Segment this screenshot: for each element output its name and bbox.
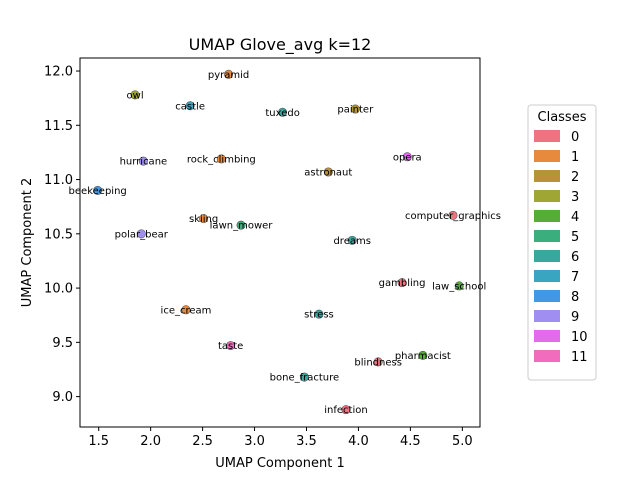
- point-label-painter: painter: [337, 105, 374, 116]
- scatter-point-dreams: [347, 235, 357, 245]
- point-label-infection: infection: [324, 405, 367, 416]
- legend-label-3: 3: [571, 190, 579, 205]
- point-label-ice_cream: ice_cream: [161, 305, 212, 316]
- y-axis-ticks: 9.0 9.5 10.0 10.5 11.0 11.5 12.0: [44, 65, 80, 405]
- scatter-point-astronaut: [323, 167, 333, 177]
- point-label-astronaut: astronaut: [304, 167, 352, 178]
- legend-label-7: 7: [571, 270, 579, 285]
- x-tick-label: 3.0: [244, 434, 265, 449]
- legend: Classes 0 1 2 3 4 5 6 7 8 9 10 11: [527, 104, 597, 381]
- chart-title: UMAP Glove_avg k=12: [189, 35, 372, 55]
- legend-swatch-9: [534, 310, 560, 322]
- point-label-pharmacist: pharmacist: [395, 351, 451, 362]
- point-label-opera: opera: [393, 152, 422, 163]
- y-tick-label: 10.5: [44, 227, 73, 242]
- scatter-point-taste: [226, 341, 236, 351]
- point-label-stress: stress: [304, 310, 334, 321]
- point-label-tuxedo: tuxedo: [265, 108, 300, 119]
- point-label-bone_fracture: bone_fracture: [270, 373, 340, 384]
- point-label-beekeeping: beekeeping: [69, 186, 127, 197]
- x-tick-label: 4.5: [400, 434, 421, 449]
- plot-frame: [79, 57, 481, 428]
- scatter-point-painter: [350, 104, 360, 114]
- legend-swatch-10: [534, 330, 560, 342]
- y-axis-title: UMAP Component 2: [20, 178, 35, 307]
- point-label-taste: taste: [218, 341, 243, 352]
- x-tick-label: 5.0: [452, 434, 473, 449]
- scatter-point-bone_fracture: [299, 372, 309, 382]
- legend-label-9: 9: [571, 310, 579, 325]
- y-tick-label: 10.0: [44, 282, 73, 297]
- legend-swatch-3: [534, 190, 560, 202]
- point-label-gambling: gambling: [379, 278, 426, 289]
- scatter-point-law_school: [454, 281, 464, 291]
- legend-label-11: 11: [571, 350, 588, 365]
- scatter-point-polar_bear: [136, 229, 146, 239]
- legend-swatch-7: [534, 270, 560, 282]
- point-label-law_school: law_school: [432, 281, 486, 292]
- point-label-hurricane: hurricane: [120, 157, 168, 168]
- y-tick-label: 9.0: [52, 390, 73, 405]
- x-tick-label: 4.0: [348, 434, 369, 449]
- legend-title: Classes: [538, 110, 587, 125]
- legend-label-1: 1: [571, 150, 579, 165]
- point-label-polar_bear: polar_bear: [115, 229, 169, 240]
- scatter-point-skiing: [199, 214, 209, 224]
- legend-label-6: 6: [571, 250, 579, 265]
- legend-label-8: 8: [571, 290, 579, 305]
- scatter-point-gambling: [397, 278, 407, 288]
- legend-label-10: 10: [571, 330, 588, 345]
- scatter-points: pyramid owl castle tuxedo painter hurricane ro…: [69, 70, 501, 416]
- scatter-point-hurricane: [138, 156, 148, 166]
- scatter-point-beekeeping: [93, 185, 103, 195]
- point-label-dreams: dreams: [333, 236, 370, 247]
- point-label-castle: castle: [175, 101, 205, 112]
- point-label-blindness: blindness: [354, 357, 402, 368]
- x-tick-label: 3.5: [296, 434, 317, 449]
- scatter-point-blindness: [373, 357, 383, 367]
- legend-items: 0 1 2 3 4 5 6 7 8 9 10 11: [534, 130, 588, 365]
- scatter-point-pharmacist: [418, 350, 428, 360]
- x-axis-title: UMAP Component 1: [215, 456, 344, 471]
- scatter-point-computer_graphics: [448, 210, 458, 220]
- scatter-point-infection: [341, 405, 351, 415]
- legend-swatch-4: [534, 210, 560, 222]
- x-tick-label: 2.5: [192, 434, 213, 449]
- point-label-skiing: skiing: [189, 214, 218, 225]
- x-tick-label: 1.5: [88, 434, 109, 449]
- legend-swatch-2: [534, 170, 560, 182]
- legend-label-0: 0: [571, 130, 579, 145]
- plot-area: 1.5 2.0 2.5 3.0 3.5 4.0 4.5 5.0 9.0 9.5 10.0 10.5 1…: [44, 57, 501, 449]
- x-tick-label: 2.0: [140, 434, 161, 449]
- x-axis-ticks: 1.5 2.0 2.5 3.0 3.5 4.0 4.5 5.0: [88, 427, 473, 449]
- scatter-point-ice_cream: [181, 305, 191, 315]
- scatter-point-opera: [402, 152, 412, 162]
- legend-swatch-6: [534, 250, 560, 262]
- legend-swatch-8: [534, 290, 560, 302]
- legend-swatch-1: [534, 150, 560, 162]
- y-tick-label: 12.0: [44, 65, 73, 80]
- scatter-point-castle: [185, 101, 195, 111]
- point-label-owl: owl: [127, 90, 144, 101]
- legend-swatch-11: [534, 350, 560, 362]
- point-label-lawn_mower: lawn_mower: [210, 221, 274, 232]
- legend-label-5: 5: [571, 230, 579, 245]
- scatter-point-lawn_mower: [236, 220, 246, 230]
- legend-swatch-0: [534, 130, 560, 142]
- point-label-computer_graphics: computer_graphics: [405, 211, 501, 222]
- y-tick-label: 11.5: [44, 119, 73, 134]
- y-tick-label: 11.0: [44, 173, 73, 188]
- point-label-rock_climbing: rock_climbing: [187, 154, 256, 165]
- scatter-point-owl: [130, 90, 140, 100]
- scatter-point-stress: [314, 309, 324, 319]
- legend-label-2: 2: [571, 170, 579, 185]
- point-label-pyramid: pyramid: [208, 70, 249, 81]
- scatter-point-pyramid: [224, 69, 234, 79]
- legend-label-4: 4: [571, 210, 579, 225]
- scatter-point-rock_climbing: [216, 154, 226, 164]
- scatter-point-tuxedo: [278, 107, 288, 117]
- y-tick-label: 9.5: [52, 336, 73, 351]
- legend-swatch-5: [534, 230, 560, 242]
